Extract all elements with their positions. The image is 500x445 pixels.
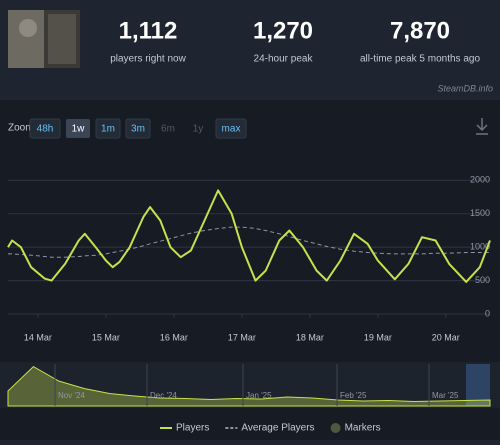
y-tick-label: 1000 bbox=[470, 242, 490, 252]
zoom-button[interactable] bbox=[125, 118, 151, 139]
download-icon[interactable] bbox=[476, 118, 488, 135]
zoom-button-label[interactable]: 48h bbox=[37, 124, 54, 135]
y-tick-label: 1500 bbox=[470, 208, 490, 218]
navigator-label: Mar '25 bbox=[432, 391, 459, 400]
zoom-button[interactable] bbox=[95, 118, 121, 139]
x-tick-label: 16 Mar bbox=[160, 332, 188, 342]
legend-swatch[interactable] bbox=[330, 423, 341, 433]
stat-value: 1,270 bbox=[253, 17, 313, 44]
y-tick-label: 500 bbox=[475, 275, 490, 285]
navigator-area bbox=[7, 365, 491, 407]
average-line bbox=[8, 226, 490, 258]
stat-label: players right now bbox=[110, 54, 186, 65]
navigator-background bbox=[0, 362, 500, 408]
zoom-button-label: 6m bbox=[161, 124, 175, 135]
navigator-label: Feb '25 bbox=[340, 391, 367, 400]
navigator-label: Nov '24 bbox=[58, 391, 85, 400]
zoom-button[interactable] bbox=[215, 118, 247, 139]
x-tick-label: 20 Mar bbox=[432, 332, 460, 342]
navigator-label: Dec '24 bbox=[150, 391, 177, 400]
y-tick-label: 0 bbox=[485, 308, 490, 318]
x-tick-label: 17 Mar bbox=[228, 332, 256, 342]
zoom-button-label[interactable]: 3m bbox=[131, 124, 145, 135]
x-tick-label: 18 Mar bbox=[296, 332, 324, 342]
navigator-label: Jan '25 bbox=[246, 391, 272, 400]
stat-value: 7,870 bbox=[390, 17, 450, 44]
game-thumbnail bbox=[8, 10, 80, 68]
zoom-button[interactable] bbox=[66, 119, 90, 138]
legend-label[interactable]: Players bbox=[176, 423, 209, 434]
x-tick-label: 15 Mar bbox=[92, 332, 120, 342]
stat-value: 1,112 bbox=[119, 17, 178, 44]
x-tick-label: 19 Mar bbox=[364, 332, 392, 342]
zoom-button-label: 1y bbox=[193, 124, 204, 135]
zoom-button-label[interactable]: 1w bbox=[72, 124, 86, 135]
stat-label: all-time peak 5 months ago bbox=[360, 54, 481, 65]
zoom-button[interactable] bbox=[29, 118, 61, 139]
zoom-button-label[interactable]: max bbox=[222, 124, 241, 135]
legend-label[interactable]: Markers bbox=[345, 423, 381, 434]
y-tick-label: 2000 bbox=[470, 175, 490, 185]
legend-label[interactable]: Average Players bbox=[241, 423, 314, 434]
x-tick-label: 14 Mar bbox=[24, 332, 52, 342]
zoom-label: Zoom bbox=[8, 123, 34, 134]
stat-label: 24-hour peak bbox=[254, 54, 314, 65]
zoom-button-label[interactable]: 1m bbox=[101, 124, 115, 135]
navigator-selection[interactable] bbox=[466, 364, 490, 406]
players-line bbox=[7, 189, 491, 283]
source-label: SteamDB.info bbox=[437, 83, 493, 93]
